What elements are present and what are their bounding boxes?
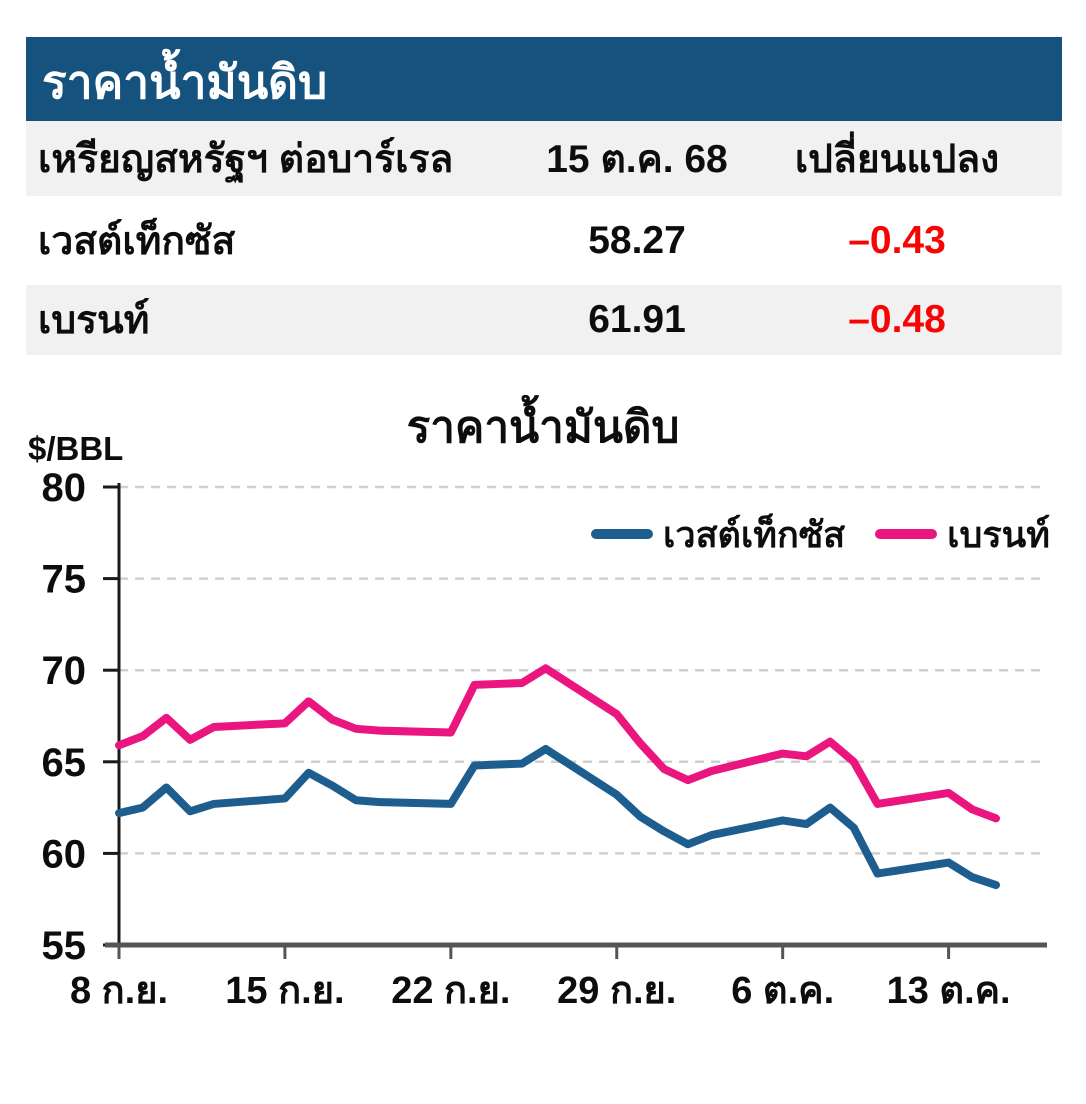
wti-change: –0.43 (848, 218, 946, 262)
unit-label: เหรียญสหรัฐฯ ต่อบาร์เรล (38, 137, 454, 181)
x-tick-label-3: 29 ก.ย. (557, 970, 676, 1012)
table-header-row: เหรียญสหรัฐฯ ต่อบาร์เรล 15 ต.ค. 68 เปลี่… (26, 121, 1062, 196)
y-tick-label-70: 70 (42, 649, 87, 693)
y-tick-label-55: 55 (42, 924, 87, 968)
change-header: เปลี่ยนแปลง (794, 137, 1000, 181)
y-axis-unit-label: $/BBL (28, 430, 124, 467)
x-tick-label-2: 22 ก.ย. (391, 970, 510, 1012)
y-tick-label-80: 80 (42, 466, 87, 510)
brent-price: 61.91 (588, 298, 686, 341)
legend-label-brent: เบรนท์ (947, 513, 1050, 555)
x-tick-label-0: 8 ก.ย. (70, 970, 168, 1012)
x-tick-label-5: 13 ต.ค. (887, 970, 1011, 1012)
y-tick-label-75: 75 (42, 558, 87, 602)
y-tick-label-60: 60 (42, 832, 87, 876)
y-tick-label-65: 65 (42, 741, 87, 785)
brent-name: เบรนท์ (38, 299, 150, 342)
wti-line (115, 744, 1000, 890)
chart-legend: เวสต์เท็กซัส เบรนท์ (591, 512, 1050, 556)
brent-line (115, 664, 1000, 823)
wti-price: 58.27 (588, 218, 686, 262)
oil-price-card: ราคาน้ำมันดิบ เหรียญสหรัฐฯ ต่อบาร์เรล 15… (26, 37, 1062, 355)
date-header: 15 ต.ค. 68 (546, 137, 728, 181)
wti-name: เวสต์เท็กซัส (38, 219, 236, 263)
x-tick-label-4: 6 ต.ค. (731, 970, 834, 1012)
brent-change: –0.48 (848, 298, 946, 341)
legend-swatch-wti-icon (591, 529, 654, 539)
table-row-brent: เบรนท์ 61.91 –0.48 (26, 285, 1062, 355)
x-tick-label-1: 15 ก.ย. (225, 970, 344, 1012)
chart-title: ราคาน้ำมันดิบ (406, 403, 680, 452)
table-title-bar: ราคาน้ำมันดิบ (26, 37, 1062, 121)
table-title: ราคาน้ำมันดิบ (42, 56, 328, 108)
table-row-wti: เวสต์เท็กซัส 58.27 –0.43 (26, 196, 1062, 285)
legend-swatch-brent-icon (875, 529, 938, 539)
legend-label-wti: เวสต์เท็กซัส (663, 513, 846, 555)
